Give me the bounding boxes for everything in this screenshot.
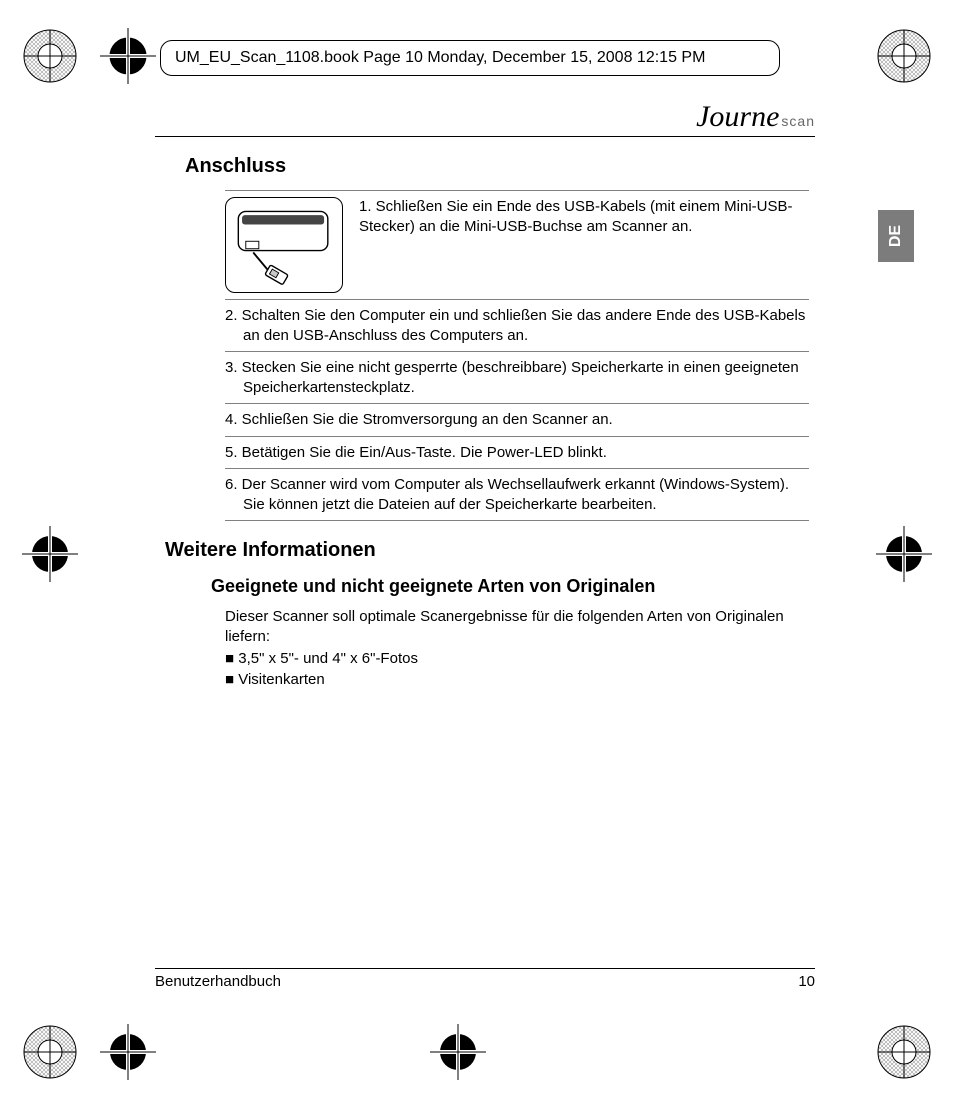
steps-list: 1. Schließen Sie ein Ende des USB-Kabels… (225, 190, 809, 521)
bullet-list: 3,5" x 5"- und 4" x 6"-Fotos Visitenkart… (225, 648, 809, 690)
step-row: 3. Stecken Sie eine nicht gesperrte (bes… (225, 352, 809, 404)
page-number: 10 (798, 973, 815, 990)
step-text: 1. Schließen Sie ein Ende des USB-Kabels… (355, 197, 809, 236)
step-text: 6. Der Scanner wird vom Computer als Wec… (225, 475, 809, 514)
intro-paragraph: Dieser Scanner soll optimale Scanergebni… (225, 607, 809, 648)
step-row: 2. Schalten Sie den Computer ein und sch… (225, 300, 809, 352)
crop-mark-icon (876, 28, 932, 84)
section-heading-weitere: Weitere Informationen (165, 539, 815, 562)
crop-mark-icon (100, 28, 156, 84)
step-row: 5. Betätigen Sie die Ein/Aus-Taste. Die … (225, 437, 809, 470)
language-tab: DE (878, 210, 914, 262)
scanner-illustration (225, 197, 343, 293)
bullet-item: 3,5" x 5"- und 4" x 6"-Fotos (225, 648, 809, 669)
brand-logo: Journescan (155, 100, 815, 134)
bullet-item: Visitenkarten (225, 669, 809, 690)
logo-main: Journe (696, 100, 779, 133)
crop-mark-icon (430, 1024, 486, 1080)
book-info-text: UM_EU_Scan_1108.book Page 10 Monday, Dec… (175, 49, 705, 66)
step-text: 3. Stecken Sie eine nicht gesperrte (bes… (225, 358, 809, 397)
language-code: DE (887, 225, 905, 247)
page-footer: Benutzerhandbuch 10 (155, 968, 815, 990)
subsection-heading: Geeignete und nicht geeignete Arten von … (211, 576, 815, 597)
crop-mark-icon (22, 28, 78, 84)
crop-mark-icon (22, 1024, 78, 1080)
footer-title: Benutzerhandbuch (155, 973, 281, 990)
step-row: 1. Schließen Sie ein Ende des USB-Kabels… (225, 190, 809, 300)
logo-sub: scan (781, 113, 815, 129)
crop-mark-icon (100, 1024, 156, 1080)
book-info-header: UM_EU_Scan_1108.book Page 10 Monday, Dec… (160, 40, 780, 76)
step-row: 6. Der Scanner wird vom Computer als Wec… (225, 469, 809, 521)
header-rule (155, 136, 815, 137)
step-row: 4. Schließen Sie die Stromversorgung an … (225, 404, 809, 437)
crop-mark-icon (876, 526, 932, 582)
crop-mark-icon (876, 1024, 932, 1080)
step-text: 4. Schließen Sie die Stromversorgung an … (225, 410, 809, 430)
step-text: 2. Schalten Sie den Computer ein und sch… (225, 306, 809, 345)
crop-mark-icon (22, 526, 78, 582)
step-text: 5. Betätigen Sie die Ein/Aus-Taste. Die … (225, 443, 809, 463)
section-heading-anschluss: Anschluss (185, 155, 815, 178)
